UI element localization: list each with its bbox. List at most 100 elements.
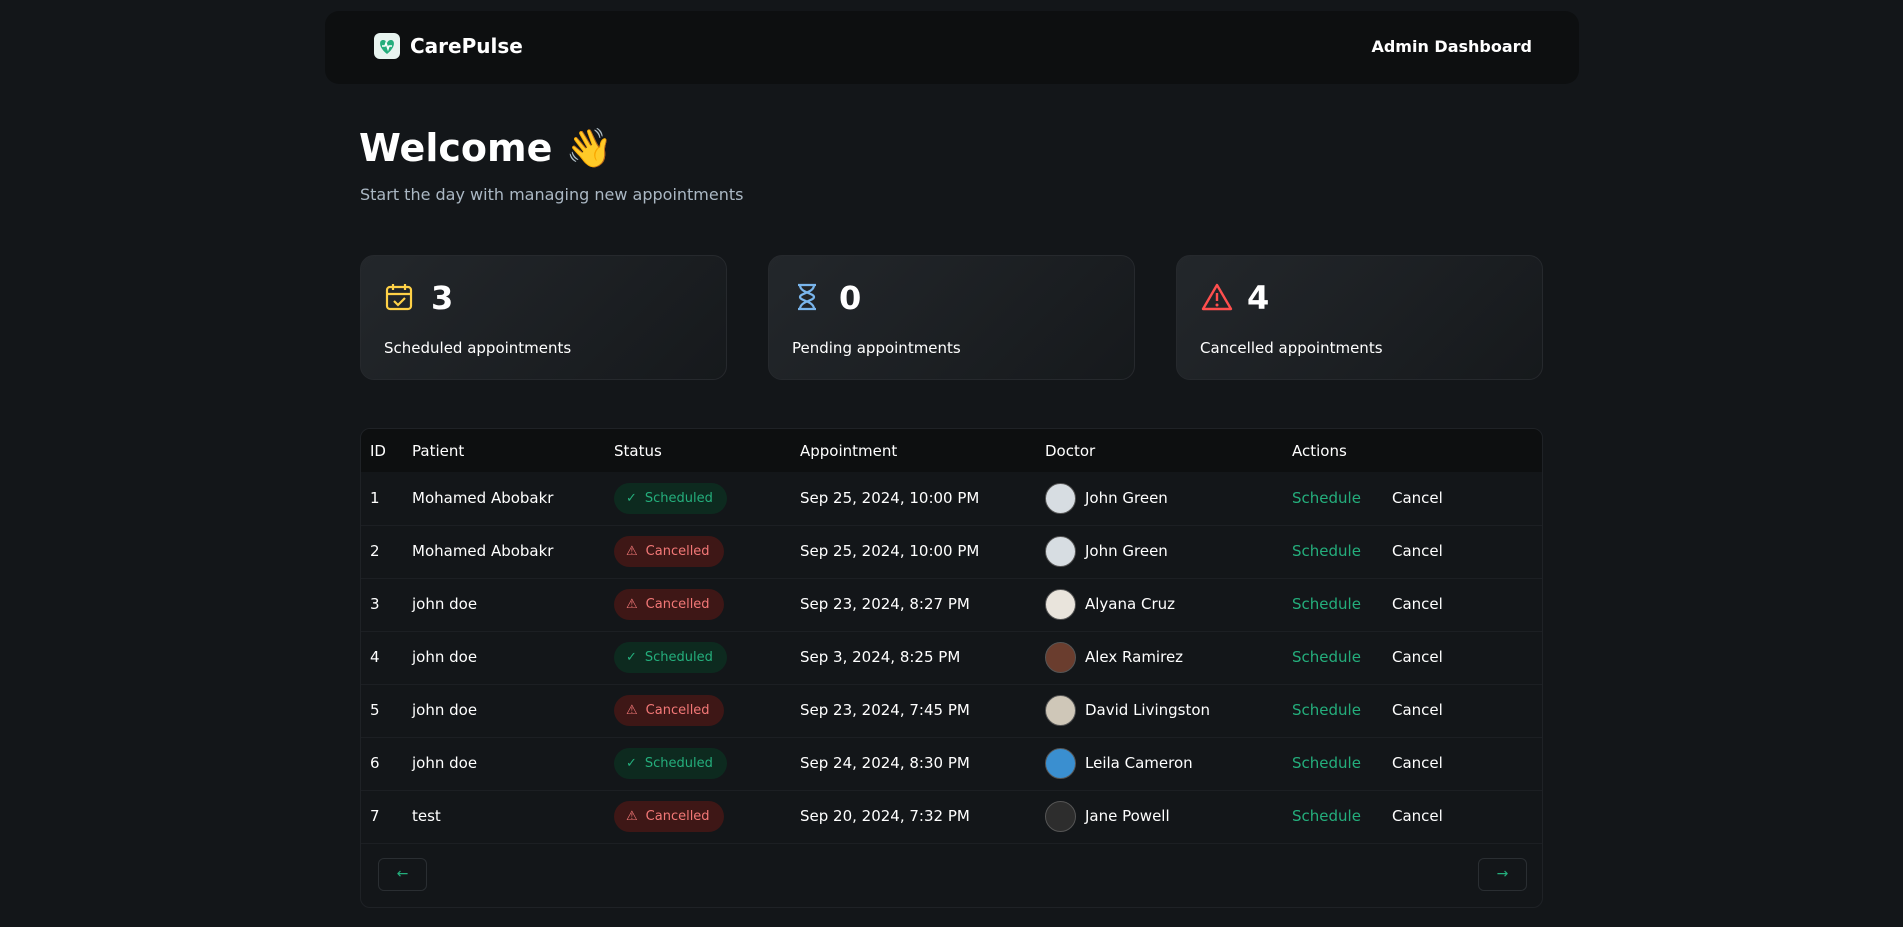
status-text: Scheduled: [644, 491, 713, 506]
column-header: Actions: [1292, 442, 1347, 460]
doctor-avatar: [1045, 483, 1076, 514]
doctor-name: Jane Powell: [1085, 807, 1170, 825]
table-row: 1 Mohamed Abobakr ✓ Scheduled Sep 25, 2024, …: [361, 472, 1542, 526]
status-text: Cancelled: [645, 809, 710, 824]
table-header: ID Patient Status Appointment Doctor Actions: [361, 429, 1542, 472]
table-row: 6 john doe ✓ Scheduled Sep 24, 2024, 8:30 PM…: [361, 737, 1542, 791]
status-text: Cancelled: [645, 544, 710, 559]
stat-count: 0: [839, 279, 862, 317]
stat-label: Pending appointments: [792, 339, 961, 357]
column-header: Appointment: [800, 442, 898, 460]
row-id: 2: [370, 542, 380, 560]
doctor-avatar: [1045, 589, 1076, 620]
doctor-name: John Green: [1085, 542, 1168, 560]
row-id: 6: [370, 754, 380, 772]
status-icon: ✓: [626, 756, 637, 771]
schedule-action[interactable]: Schedule: [1292, 648, 1361, 666]
status-badge: ⚠ Cancelled: [614, 695, 724, 726]
appointment-date: Sep 3, 2024, 8:25 PM: [800, 648, 961, 666]
cancel-action[interactable]: Cancel: [1392, 542, 1443, 560]
cancel-action[interactable]: Cancel: [1392, 648, 1443, 666]
appointment-date: Sep 23, 2024, 7:45 PM: [800, 701, 970, 719]
schedule-action[interactable]: Schedule: [1292, 542, 1361, 560]
row-id: 5: [370, 701, 380, 719]
status-text: Scheduled: [644, 756, 713, 771]
schedule-action[interactable]: Schedule: [1292, 754, 1361, 772]
appointment-date: Sep 25, 2024, 10:00 PM: [800, 489, 980, 507]
doctor-name: Alex Ramirez: [1085, 648, 1184, 666]
doctor-avatar: [1045, 642, 1076, 673]
cancel-action[interactable]: Cancel: [1392, 701, 1443, 719]
status-icon: ✓: [626, 491, 637, 506]
status-badge: ⚠ Cancelled: [614, 536, 724, 567]
patient-name: john doe: [412, 754, 478, 772]
appointment-date: Sep 24, 2024, 8:30 PM: [800, 754, 970, 772]
row-id: 4: [370, 648, 380, 666]
stat-card: 0 Pending appointments: [768, 255, 1135, 380]
table-row: 7 test ⚠ Cancelled Sep 20, 2024, 7:32 PM Jane…: [361, 790, 1542, 844]
doctor-avatar: [1045, 748, 1076, 779]
patient-name: john doe: [412, 701, 478, 719]
schedule-action[interactable]: Schedule: [1292, 807, 1361, 825]
status-icon: ✓: [626, 650, 637, 665]
status-badge: ✓ Scheduled: [614, 642, 727, 673]
stat-card: 3 Scheduled appointments: [360, 255, 727, 380]
stat-card: 4 Cancelled appointments: [1176, 255, 1543, 380]
patient-name: Mohamed Abobakr: [412, 489, 554, 507]
cancel-action[interactable]: Cancel: [1392, 489, 1443, 507]
stat-label: Scheduled appointments: [384, 339, 572, 357]
cancel-action[interactable]: Cancel: [1392, 754, 1443, 772]
patient-name: test: [412, 807, 441, 825]
doctor-name: David Livingston: [1085, 701, 1211, 719]
patient-name: Mohamed Abobakr: [412, 542, 554, 560]
status-badge: ✓ Scheduled: [614, 483, 727, 514]
doctor-name: Leila Cameron: [1085, 754, 1193, 772]
doctor-name: Alyana Cruz: [1085, 595, 1175, 613]
doctor-avatar: [1045, 801, 1076, 832]
next-button[interactable]: →: [1478, 858, 1527, 891]
row-id: 3: [370, 595, 380, 613]
appointments-table: ID Patient Status Appointment Doctor Actions …: [360, 428, 1543, 908]
schedule-action[interactable]: Schedule: [1292, 701, 1361, 719]
row-id: 1: [370, 489, 380, 507]
column-header: Doctor: [1045, 442, 1096, 460]
patient-name: john doe: [412, 648, 478, 666]
patient-name: john doe: [412, 595, 478, 613]
appointment-date: Sep 20, 2024, 7:32 PM: [800, 807, 970, 825]
column-header: Patient: [412, 442, 465, 460]
status-icon: ⚠: [626, 544, 638, 559]
prev-button[interactable]: ←: [378, 858, 427, 891]
welcome-title: Welcome 👋: [359, 126, 613, 170]
doctor-avatar: [1045, 536, 1076, 567]
cancel-action[interactable]: Cancel: [1392, 595, 1443, 613]
status-text: Cancelled: [645, 597, 710, 612]
cancel-action[interactable]: Cancel: [1392, 807, 1443, 825]
appointment-date: Sep 23, 2024, 8:27 PM: [800, 595, 970, 613]
stat-count: 3: [431, 279, 454, 317]
table-row: 3 john doe ⚠ Cancelled Sep 23, 2024, 8:27 PM…: [361, 578, 1542, 632]
logo-text[interactable]: CarePulse: [410, 34, 523, 58]
appointment-date: Sep 25, 2024, 10:00 PM: [800, 542, 980, 560]
doctor-name: John Green: [1085, 489, 1168, 507]
row-id: 7: [370, 807, 380, 825]
schedule-action[interactable]: Schedule: [1292, 595, 1361, 613]
stat-count: 4: [1247, 279, 1270, 317]
logo-icon: [374, 33, 400, 59]
schedule-action[interactable]: Schedule: [1292, 489, 1361, 507]
status-badge: ⚠ Cancelled: [614, 801, 724, 832]
status-icon: ⚠: [626, 703, 638, 718]
status-icon: ⚠: [626, 809, 638, 824]
table-row: 5 john doe ⚠ Cancelled Sep 23, 2024, 7:45 PM…: [361, 684, 1542, 738]
welcome-subtitle: Start the day with managing new appointm…: [360, 185, 744, 204]
status-icon: ⚠: [626, 597, 638, 612]
status-text: Cancelled: [645, 703, 710, 718]
top-bar: [325, 11, 1579, 84]
table-row: 4 john doe ✓ Scheduled Sep 3, 2024, 8:25 PM A…: [361, 631, 1542, 685]
table-row: 2 Mohamed Abobakr ⚠ Cancelled Sep 25, 2024, …: [361, 525, 1542, 579]
doctor-avatar: [1045, 695, 1076, 726]
column-header: ID: [370, 442, 386, 460]
status-badge: ⚠ Cancelled: [614, 589, 724, 620]
stat-label: Cancelled appointments: [1200, 339, 1383, 357]
admin-label: Admin Dashboard: [1371, 37, 1532, 56]
